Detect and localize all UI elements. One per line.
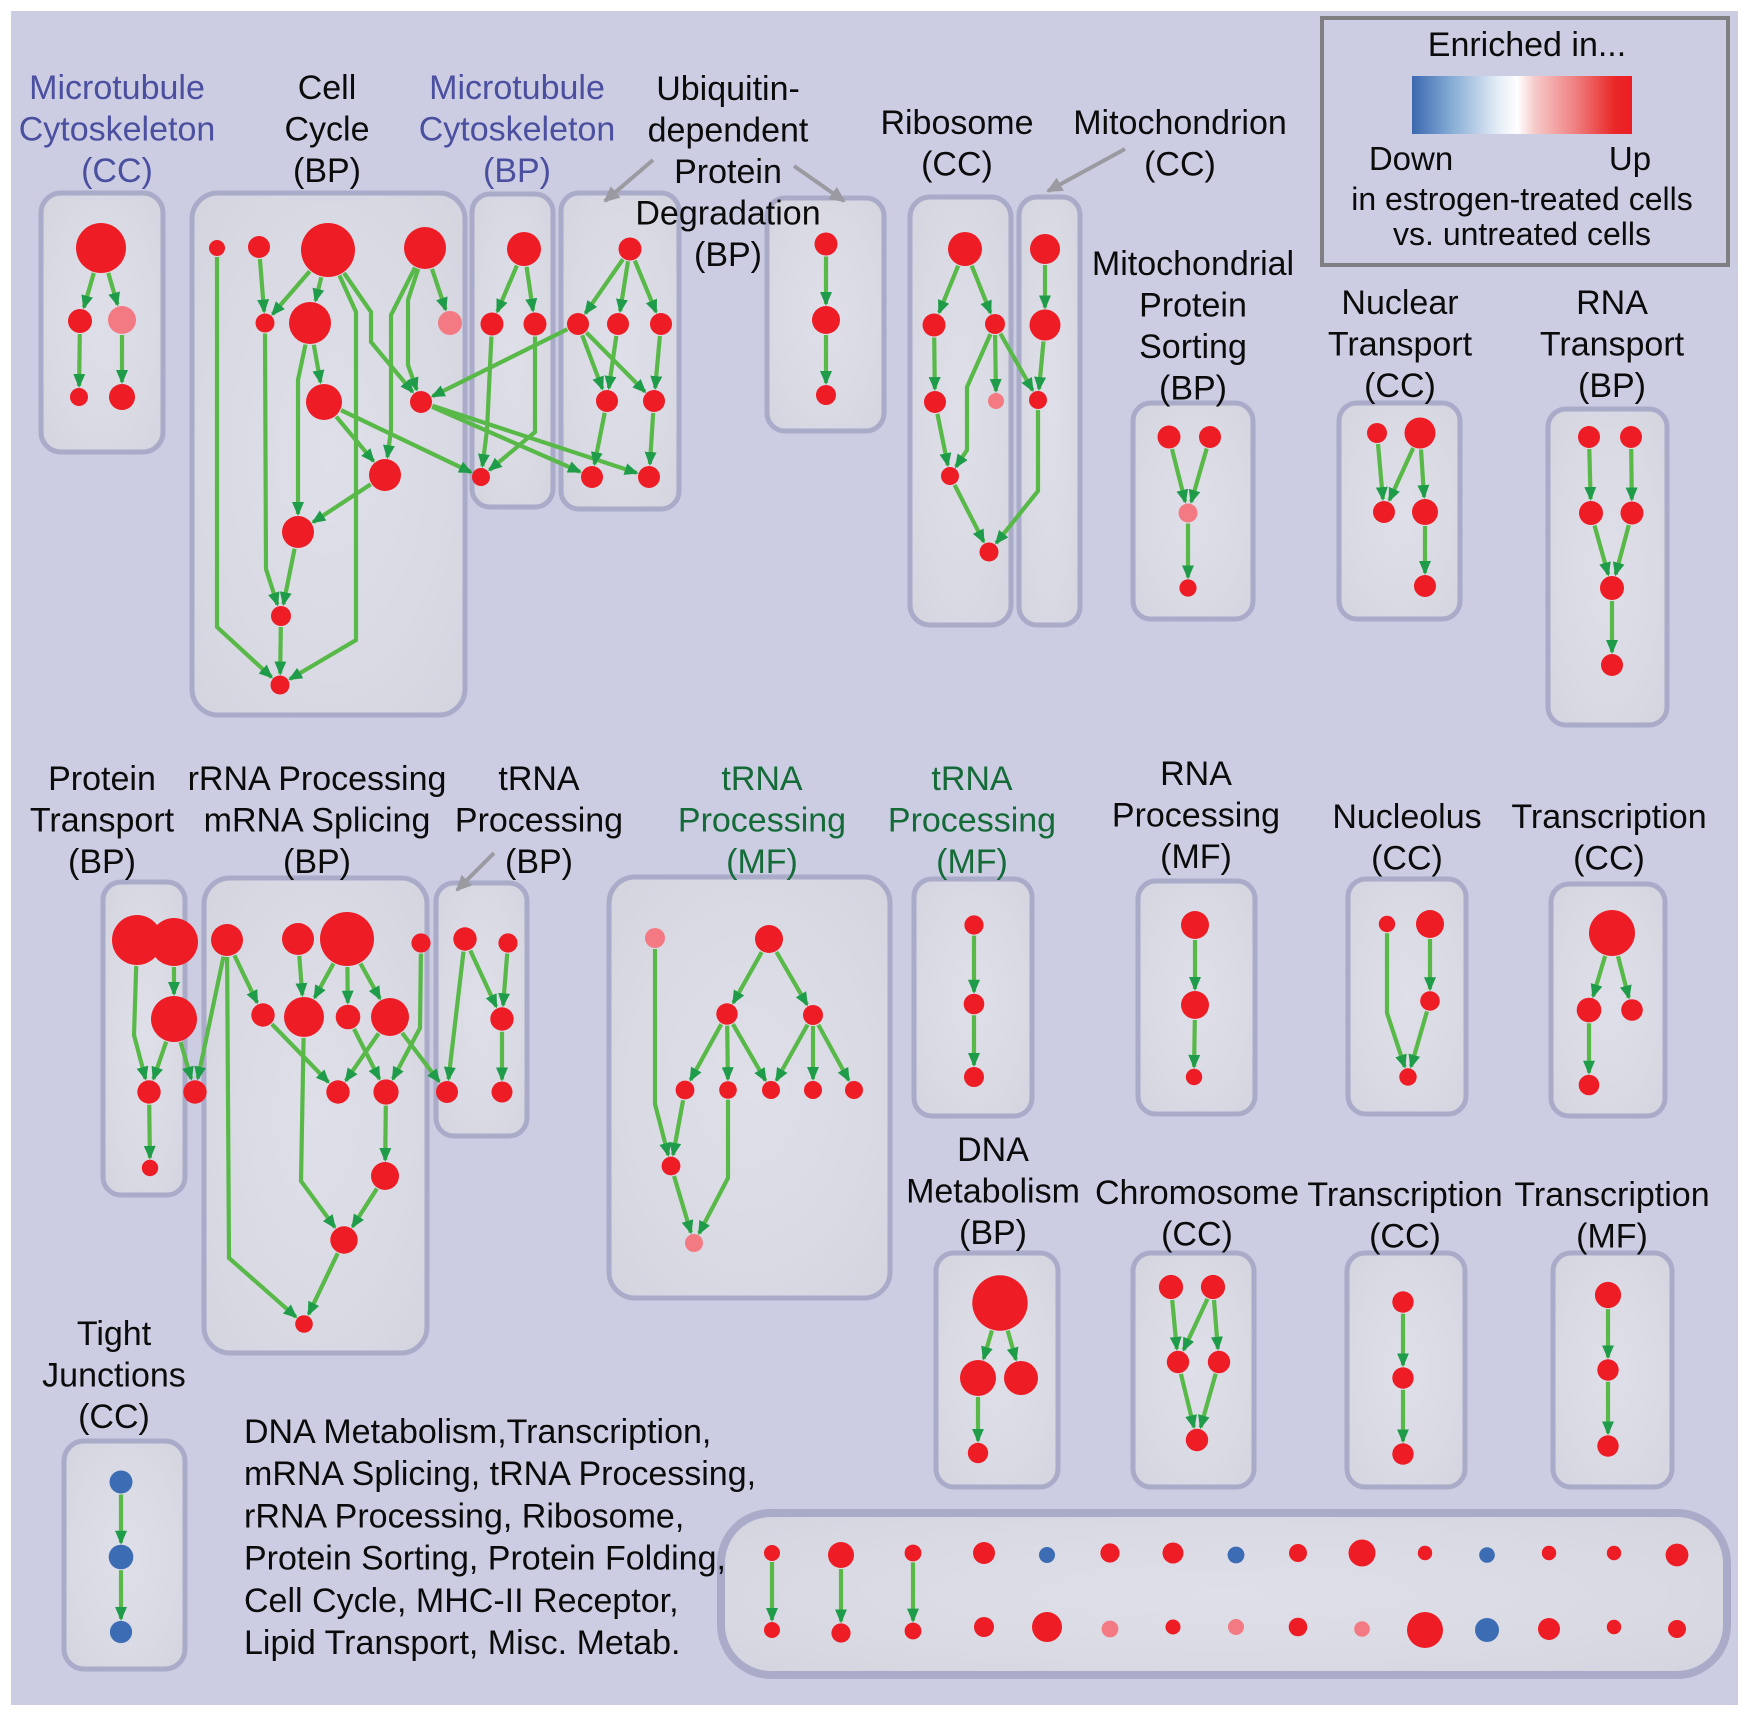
svg-text:(MF): (MF) — [1160, 838, 1232, 876]
svg-text:Tight: Tight — [77, 1315, 152, 1353]
svg-text:DNA Metabolism,Transcription,: DNA Metabolism,Transcription, — [244, 1413, 711, 1451]
svg-text:in estrogen-treated cells: in estrogen-treated cells — [1351, 181, 1693, 217]
svg-text:Processing: Processing — [1112, 797, 1280, 835]
svg-text:Sorting: Sorting — [1139, 328, 1247, 366]
svg-text:tRNA: tRNA — [498, 760, 580, 798]
svg-text:Protein: Protein — [1139, 287, 1247, 325]
svg-text:Degradation: Degradation — [635, 195, 820, 233]
svg-text:Enriched in...: Enriched in... — [1428, 26, 1626, 64]
svg-text:(CC): (CC) — [1371, 840, 1443, 878]
svg-text:Metabolism: Metabolism — [906, 1173, 1080, 1211]
svg-text:Processing: Processing — [455, 802, 623, 840]
svg-text:(BP): (BP) — [483, 152, 551, 190]
svg-text:Mitochondrial: Mitochondrial — [1092, 245, 1294, 283]
svg-text:Protein Sorting, Protein Foldi: Protein Sorting, Protein Folding, — [244, 1540, 726, 1578]
svg-text:Down: Down — [1369, 140, 1453, 177]
svg-text:RNA: RNA — [1160, 755, 1232, 793]
svg-text:(CC): (CC) — [1573, 840, 1645, 878]
svg-text:Cell Cycle, MHC-II Receptor,: Cell Cycle, MHC-II Receptor, — [244, 1582, 679, 1620]
svg-text:(MF): (MF) — [1576, 1218, 1648, 1256]
svg-text:Cycle: Cycle — [284, 111, 369, 149]
svg-text:Transport: Transport — [1328, 326, 1473, 364]
svg-text:dependent: dependent — [648, 112, 809, 150]
svg-text:(BP): (BP) — [283, 843, 351, 881]
svg-text:Nuclear: Nuclear — [1341, 284, 1458, 322]
svg-text:Transcription: Transcription — [1307, 1176, 1502, 1214]
svg-text:Protein: Protein — [48, 760, 156, 798]
svg-text:Junctions: Junctions — [42, 1357, 186, 1395]
svg-text:Nucleolus: Nucleolus — [1332, 798, 1481, 836]
svg-text:Transcription: Transcription — [1511, 798, 1706, 836]
svg-text:(BP): (BP) — [959, 1214, 1027, 1252]
svg-text:(CC): (CC) — [1144, 146, 1216, 184]
svg-text:mRNA Splicing: mRNA Splicing — [204, 802, 431, 840]
svg-text:(CC): (CC) — [1161, 1216, 1233, 1254]
svg-text:Protein: Protein — [674, 153, 782, 191]
svg-text:Lipid Transport, Misc. Metab.: Lipid Transport, Misc. Metab. — [244, 1624, 681, 1662]
svg-text:Cytoskeleton: Cytoskeleton — [419, 111, 616, 149]
svg-text:Ubiquitin-: Ubiquitin- — [656, 70, 800, 108]
svg-text:(BP): (BP) — [1159, 370, 1227, 408]
svg-text:Processing: Processing — [888, 802, 1056, 840]
svg-text:Mitochondrion: Mitochondrion — [1073, 104, 1287, 142]
svg-text:Transport: Transport — [30, 802, 175, 840]
svg-text:(BP): (BP) — [68, 843, 136, 881]
svg-text:DNA: DNA — [957, 1131, 1029, 1169]
svg-text:(MF): (MF) — [726, 843, 798, 881]
svg-text:(CC): (CC) — [78, 1398, 150, 1436]
svg-text:Transport: Transport — [1540, 326, 1685, 364]
svg-text:Microtubule: Microtubule — [429, 69, 605, 107]
svg-text:(CC): (CC) — [81, 152, 153, 190]
svg-text:tRNA: tRNA — [931, 760, 1013, 798]
svg-text:(CC): (CC) — [1369, 1218, 1441, 1256]
svg-text:Microtubule: Microtubule — [29, 69, 205, 107]
svg-text:(BP): (BP) — [293, 152, 361, 190]
svg-text:(MF): (MF) — [936, 843, 1008, 881]
svg-text:vs. untreated cells: vs. untreated cells — [1393, 216, 1651, 252]
svg-text:Ribosome: Ribosome — [880, 104, 1033, 142]
svg-text:Cell: Cell — [298, 69, 357, 107]
svg-text:Chromosome: Chromosome — [1095, 1174, 1299, 1212]
svg-text:(CC): (CC) — [1364, 367, 1436, 405]
svg-text:rRNA Processing: rRNA Processing — [188, 760, 447, 798]
svg-text:Up: Up — [1609, 140, 1651, 177]
svg-text:tRNA: tRNA — [721, 760, 803, 798]
svg-text:Processing: Processing — [678, 802, 846, 840]
svg-text:Cytoskeleton: Cytoskeleton — [19, 111, 216, 149]
svg-text:(BP): (BP) — [1578, 367, 1646, 405]
svg-text:(BP): (BP) — [694, 236, 762, 274]
svg-text:Transcription: Transcription — [1514, 1176, 1709, 1214]
svg-text:(CC): (CC) — [921, 146, 993, 184]
svg-text:rRNA Processing, Ribosome,: rRNA Processing, Ribosome, — [244, 1497, 684, 1535]
svg-text:mRNA Splicing, tRNA Processing: mRNA Splicing, tRNA Processing, — [244, 1455, 756, 1493]
svg-text:(BP): (BP) — [505, 843, 573, 881]
svg-text:RNA: RNA — [1576, 284, 1648, 322]
